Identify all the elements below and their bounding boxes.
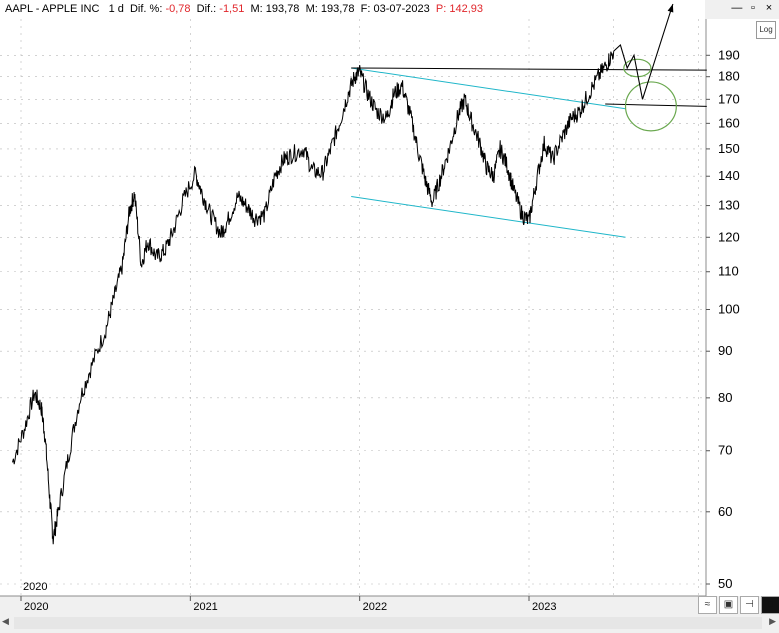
x-tick-labels: 2020 2021 2022 2023 xyxy=(20,596,556,613)
log-scale-toggle[interactable]: Log xyxy=(756,21,776,39)
p-label: P: xyxy=(435,3,447,15)
y-tick-label: 190 xyxy=(718,47,740,62)
plot-area xyxy=(0,19,706,596)
window-controls: — ▫ × xyxy=(730,2,775,14)
m-label-2: M: xyxy=(305,3,318,15)
y-tick-label: 130 xyxy=(718,198,740,213)
f-label: F: xyxy=(360,3,371,15)
y-tick-label: 110 xyxy=(718,264,739,279)
y-tick-label: 70 xyxy=(718,443,732,458)
company-name: APPLE INC xyxy=(41,3,100,15)
p-value: 142,93 xyxy=(449,3,484,15)
x-tick-label: 2021 xyxy=(193,601,217,613)
y-tick-label: 180 xyxy=(718,69,740,84)
y-tick-label: 80 xyxy=(718,390,732,405)
interval-label: 1 d xyxy=(108,3,124,15)
horizontal-scrollbar[interactable]: ◀ ▶ xyxy=(0,614,779,633)
dif-pct-label: Dif. %: xyxy=(129,3,163,15)
y-tick-label: 140 xyxy=(718,168,740,183)
dif-label: Dif.: xyxy=(196,3,217,15)
symbol-label: AAPL xyxy=(5,3,33,15)
y-tick-label: 120 xyxy=(718,229,740,244)
f-value: 03-07-2023 xyxy=(373,3,430,15)
dif-pct-value: -0,78 xyxy=(165,3,191,15)
projection-arrow-head xyxy=(667,4,674,13)
m-value-2: 193,78 xyxy=(320,3,355,15)
trendline xyxy=(605,103,707,107)
separator-dash: - xyxy=(35,3,42,15)
x-tick-label: 2022 xyxy=(363,601,387,613)
m-label: M: xyxy=(250,3,263,15)
color-swatch-icon[interactable]: ■ xyxy=(761,596,779,614)
x-tick-label: 2023 xyxy=(532,601,556,613)
x-tick-label: 2020 xyxy=(24,601,48,613)
y-axis-area xyxy=(706,19,779,596)
target-ellipses xyxy=(623,58,677,132)
y-tick-label: 150 xyxy=(718,141,740,156)
y-tick-label: 100 xyxy=(718,301,740,316)
grid-y xyxy=(0,54,706,585)
restore-button[interactable]: ▫ xyxy=(750,2,755,14)
grid-x xyxy=(20,19,699,596)
price-series-line xyxy=(12,51,615,545)
dif-value: -1,51 xyxy=(219,3,245,15)
projection-line xyxy=(613,3,674,100)
minimize-button[interactable]: — xyxy=(731,2,743,14)
close-button[interactable]: × xyxy=(765,2,773,14)
wave-icon[interactable]: ≈ xyxy=(698,596,717,614)
y-tick-label: 160 xyxy=(718,115,740,130)
save-icon[interactable]: ▣ xyxy=(719,596,738,614)
scroll-track[interactable] xyxy=(14,617,762,629)
trendline xyxy=(351,67,626,110)
quote-header: AAPL - APPLE INC 1 d Dif. %: -0,78 Dif.:… xyxy=(0,0,705,19)
y-tick-labels: 50 60 70 80 90 100 110 120 130 140 150 160 170 180 190 xyxy=(706,47,740,591)
scroll-left-arrow-icon[interactable]: ◀ xyxy=(2,616,9,626)
y-tick-label: 50 xyxy=(718,576,732,591)
trendline xyxy=(351,67,707,71)
pin-icon[interactable]: ⊣ xyxy=(740,596,759,614)
corner-year-label: 2020 xyxy=(23,581,47,593)
y-tick-label: 60 xyxy=(718,504,732,519)
trendlines xyxy=(351,67,707,238)
y-tick-label: 90 xyxy=(718,343,732,358)
target-ellipse xyxy=(624,81,677,132)
m-value: 193,78 xyxy=(265,3,300,15)
y-tick-label: 170 xyxy=(718,91,740,106)
scroll-right-arrow-icon[interactable]: ▶ xyxy=(769,616,776,626)
trendline xyxy=(351,196,626,238)
target-ellipse xyxy=(623,58,652,78)
